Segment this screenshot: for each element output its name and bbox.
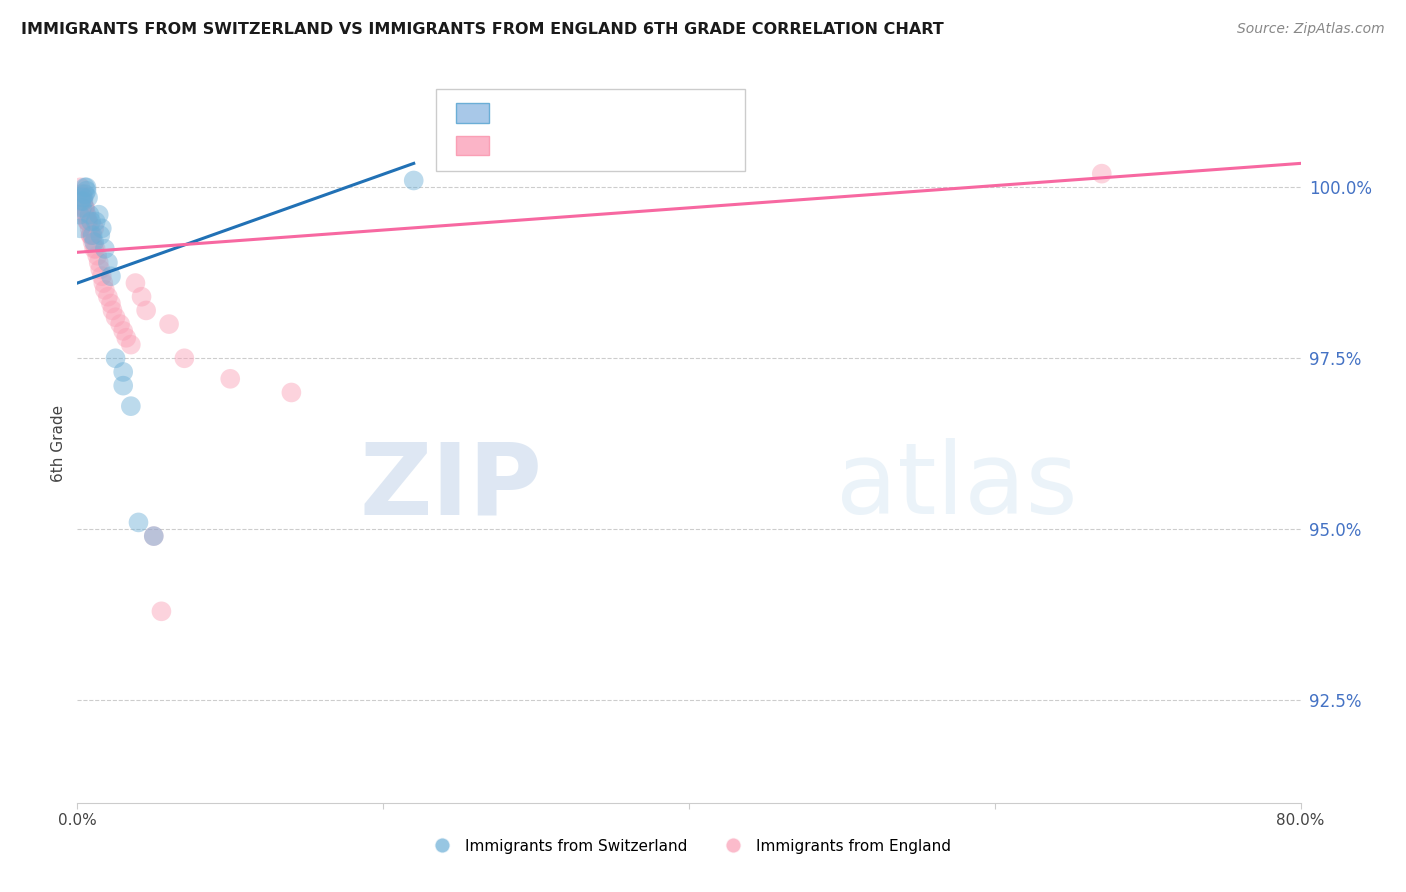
Point bbox=[142, 529, 165, 543]
Point bbox=[70, 201, 93, 215]
Point bbox=[69, 221, 91, 235]
Point bbox=[219, 372, 242, 386]
Point bbox=[173, 351, 195, 366]
Point bbox=[87, 255, 110, 269]
Point bbox=[142, 529, 165, 543]
Point bbox=[280, 385, 302, 400]
Point bbox=[79, 228, 101, 243]
Point bbox=[76, 180, 98, 194]
Point bbox=[124, 276, 146, 290]
Point bbox=[73, 180, 96, 194]
Point bbox=[90, 269, 112, 284]
Point bbox=[82, 228, 104, 243]
Point bbox=[77, 214, 100, 228]
Point bbox=[115, 331, 138, 345]
Point bbox=[112, 378, 135, 392]
Point bbox=[94, 283, 117, 297]
Point bbox=[70, 187, 93, 202]
Point bbox=[127, 516, 149, 530]
Point bbox=[76, 184, 98, 198]
Point bbox=[89, 228, 111, 243]
Text: Source: ZipAtlas.com: Source: ZipAtlas.com bbox=[1237, 22, 1385, 37]
Point bbox=[73, 201, 96, 215]
Point bbox=[86, 249, 108, 263]
Point bbox=[89, 262, 111, 277]
Point bbox=[72, 191, 94, 205]
Point bbox=[402, 173, 425, 187]
Point bbox=[73, 201, 96, 215]
Point bbox=[83, 242, 105, 256]
Point bbox=[69, 194, 91, 208]
Point bbox=[79, 208, 101, 222]
Point bbox=[72, 191, 94, 205]
Point bbox=[112, 365, 135, 379]
Y-axis label: 6th Grade: 6th Grade bbox=[51, 405, 66, 483]
Text: atlas: atlas bbox=[835, 438, 1077, 535]
Point bbox=[157, 317, 180, 331]
Point bbox=[70, 187, 93, 202]
Point bbox=[1091, 167, 1114, 181]
Point bbox=[101, 303, 124, 318]
Point bbox=[72, 194, 94, 208]
Point bbox=[69, 208, 91, 222]
Point bbox=[83, 221, 105, 235]
Point bbox=[84, 242, 107, 256]
Point bbox=[120, 399, 142, 413]
Point bbox=[73, 187, 96, 202]
Point bbox=[100, 296, 122, 310]
Point bbox=[150, 604, 173, 618]
Point bbox=[120, 337, 142, 351]
Point bbox=[77, 214, 100, 228]
Point bbox=[131, 290, 153, 304]
Point bbox=[73, 201, 96, 215]
Point bbox=[80, 228, 103, 243]
Point bbox=[80, 214, 103, 228]
Point bbox=[108, 317, 131, 331]
Point bbox=[112, 324, 135, 338]
Point bbox=[70, 194, 93, 208]
Point bbox=[97, 290, 120, 304]
Point bbox=[79, 221, 101, 235]
Point bbox=[104, 310, 127, 325]
Point bbox=[97, 255, 120, 269]
Point bbox=[70, 194, 93, 208]
Point bbox=[91, 276, 114, 290]
Legend: Immigrants from Switzerland, Immigrants from England: Immigrants from Switzerland, Immigrants … bbox=[420, 832, 957, 860]
Point bbox=[80, 228, 103, 243]
Point bbox=[104, 351, 127, 366]
Point bbox=[135, 303, 157, 318]
Point bbox=[87, 208, 110, 222]
Point bbox=[75, 208, 97, 222]
Text: ZIP: ZIP bbox=[360, 438, 543, 535]
Point bbox=[94, 242, 117, 256]
Point bbox=[72, 194, 94, 208]
Point bbox=[82, 235, 104, 249]
Text: IMMIGRANTS FROM SWITZERLAND VS IMMIGRANTS FROM ENGLAND 6TH GRADE CORRELATION CHA: IMMIGRANTS FROM SWITZERLAND VS IMMIGRANT… bbox=[21, 22, 943, 37]
Point bbox=[83, 235, 105, 249]
Point bbox=[77, 191, 100, 205]
Point bbox=[69, 180, 91, 194]
Point bbox=[84, 214, 107, 228]
Text: N = 29: N = 29 bbox=[619, 104, 681, 122]
Point bbox=[76, 214, 98, 228]
Text: R = 0.364: R = 0.364 bbox=[499, 104, 591, 122]
Text: R = 0.145: R = 0.145 bbox=[499, 136, 589, 154]
Point bbox=[76, 208, 98, 222]
Text: N = 47: N = 47 bbox=[619, 136, 681, 154]
Point bbox=[100, 269, 122, 284]
Point bbox=[90, 221, 112, 235]
